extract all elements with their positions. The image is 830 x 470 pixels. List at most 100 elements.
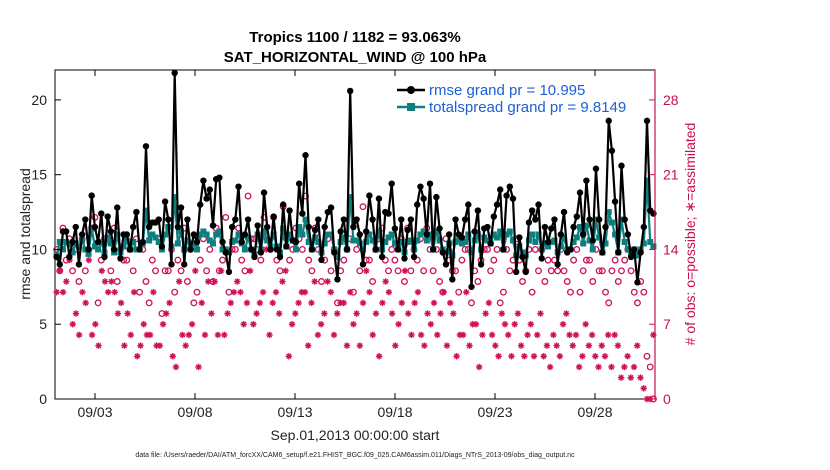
assimilated-obs-point [463,288,470,296]
assimilated-obs-point [392,342,399,349]
totalspread-point [59,246,66,253]
assimilated-obs-point [608,363,615,371]
possible-obs-point [566,288,574,296]
totalspread-point [503,231,510,238]
rmse-point [372,246,379,253]
assimilated-obs-point [505,331,512,339]
rmse-point [490,213,498,220]
totalspread-point [366,231,373,238]
possible-obs-point [474,278,482,285]
rmse-point [583,177,590,184]
possible-obs-point [171,288,179,296]
possible-obs-point [81,267,89,275]
series-layer [53,69,657,403]
rmse-point [139,238,146,246]
x-axis-label: Sep.01,2013 00:00:00 start [271,427,440,443]
totalspread-point [184,237,191,244]
totalspread-point [388,231,395,238]
assimilated-obs-point [537,310,544,317]
totalspread-point [455,237,462,244]
assimilated-obs-point [85,256,93,264]
rmse-point [286,207,293,214]
x-tick-label: 09/18 [377,404,412,420]
totalspread-point [190,240,197,247]
assimilated-obs-point [150,288,157,296]
assimilated-obs-point [605,331,612,339]
rmse-point [391,225,399,232]
rmse-point [133,208,140,216]
assimilated-obs-point [227,299,235,307]
assimilated-obs-point [572,331,580,339]
possible-obs-point [458,256,466,264]
rmse-point [110,246,118,253]
possible-obs-point [164,267,172,275]
assimilated-obs-point [343,342,351,349]
possible-obs-point [206,246,214,253]
rmse-point [439,249,446,256]
rmse-point [634,279,641,286]
totalspread-point [350,237,357,244]
assimilated-obs-point [230,288,238,296]
totalspread-point [353,237,360,244]
totalspread-point [644,177,651,184]
totalspread-point [608,219,615,226]
rmse-point [264,223,271,231]
assimilated-obs-point [530,353,538,360]
totalspread-point [541,240,548,247]
totalspread-point [506,228,513,235]
rmse-point [611,198,619,205]
rmse-point [308,246,316,253]
possible-obs-point [298,246,306,253]
data-file-footnote: data file: /Users/raeder/DAI/ATM_forcXX/… [135,452,575,459]
totalspread-point [72,240,79,247]
possible-obs-point [177,267,185,275]
assimilated-obs-point [169,353,176,360]
assimilated-obs-point [630,363,638,371]
rmse-point [433,193,440,201]
possible-obs-point [69,267,77,275]
rmse-point [203,195,210,202]
possible-obs-point [183,278,191,285]
assimilated-obs-point [492,342,499,349]
rmse-point [493,201,501,208]
rmse-point [595,216,603,223]
rmse-point [350,223,357,231]
possible-obs-point [142,278,150,285]
rmse-point [573,213,581,220]
rmse-point [129,223,137,231]
assimilated-obs-point [114,310,122,317]
rmse-point [295,180,303,187]
totalspread-point [194,246,201,253]
rmse-point [327,204,335,211]
assimilated-obs-point [369,331,376,339]
assimilated-obs-point [201,331,209,339]
assimilated-obs-point [575,363,583,371]
possible-obs-point [305,256,313,264]
assimilated-obs-point [127,331,135,339]
rmse-point [94,238,102,246]
assimilated-obs-point [121,342,128,349]
assimilated-obs-point [401,267,409,275]
rmse-point [219,238,226,246]
rmse-point [452,216,459,223]
assimilated-obs-point [585,342,593,349]
rmse-point [334,276,341,283]
assimilated-obs-point [269,299,276,307]
assimilated-obs-point [117,299,125,307]
possible-obs-point [499,288,507,296]
assimilated-obs-point [137,342,144,349]
totalspread-point [624,246,631,253]
assimilated-obs-point [437,310,444,317]
assimilated-obs-point [140,321,147,328]
totalspread-point [302,216,309,223]
totalspread-point [130,238,137,245]
totalspread-point [75,243,82,250]
rmse-point [378,253,386,261]
assimilated-obs-point [592,353,599,360]
totalspread-point [465,231,472,238]
rmse-point [254,222,261,229]
possible-obs-point [598,267,606,275]
rmse-point [209,222,217,229]
rmse-point [343,246,351,253]
totalspread-point [235,231,242,238]
